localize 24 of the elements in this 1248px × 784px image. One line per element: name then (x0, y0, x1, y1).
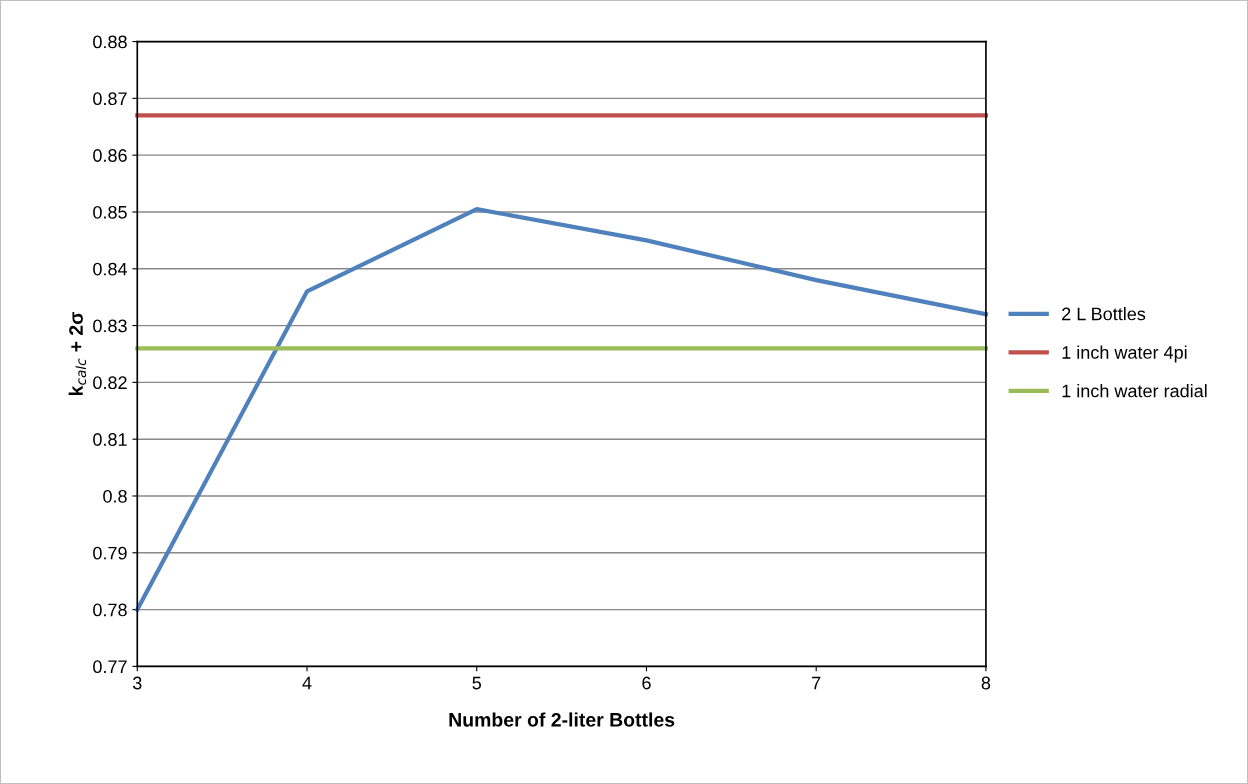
y-tick-label: 0.87 (93, 92, 127, 106)
y-tick-label: 0.88 (93, 35, 127, 49)
y-tick-label: 0.81 (93, 433, 127, 446)
y-tick-label: 0.86 (93, 149, 127, 162)
y-tick-label: 0.85 (93, 205, 127, 219)
legend-label: 1 inch water radial (1062, 384, 1207, 398)
y-tick-label: 0.79 (93, 546, 127, 560)
x-tick-label: 6 (642, 676, 651, 690)
x-tick-label: 8 (981, 676, 991, 690)
y-tick-label: 0.83 (93, 319, 127, 333)
y-tick-label: 0.84 (93, 262, 128, 276)
y-axis-title: k$_{calc}$ + 2σ (68, 311, 87, 396)
y-tick-label: 0.77 (93, 660, 127, 674)
line-series (135, 207, 989, 612)
x-tick-label: 3 (132, 676, 142, 690)
x-tick-label: 7 (812, 676, 821, 690)
legend-label: 1 inch water 4pi (1062, 345, 1187, 363)
x-tick-label: 4 (302, 676, 312, 690)
x-axis-title: Number of 2-liter Bottles (449, 712, 675, 727)
y-tick-label: 0.8 (103, 489, 127, 503)
y-tick-label: 0.82 (93, 376, 127, 390)
x-tick-label: 5 (472, 676, 481, 690)
y-tick-label: 0.78 (93, 603, 127, 617)
legend-label: 2 L Bottles (1062, 307, 1146, 321)
